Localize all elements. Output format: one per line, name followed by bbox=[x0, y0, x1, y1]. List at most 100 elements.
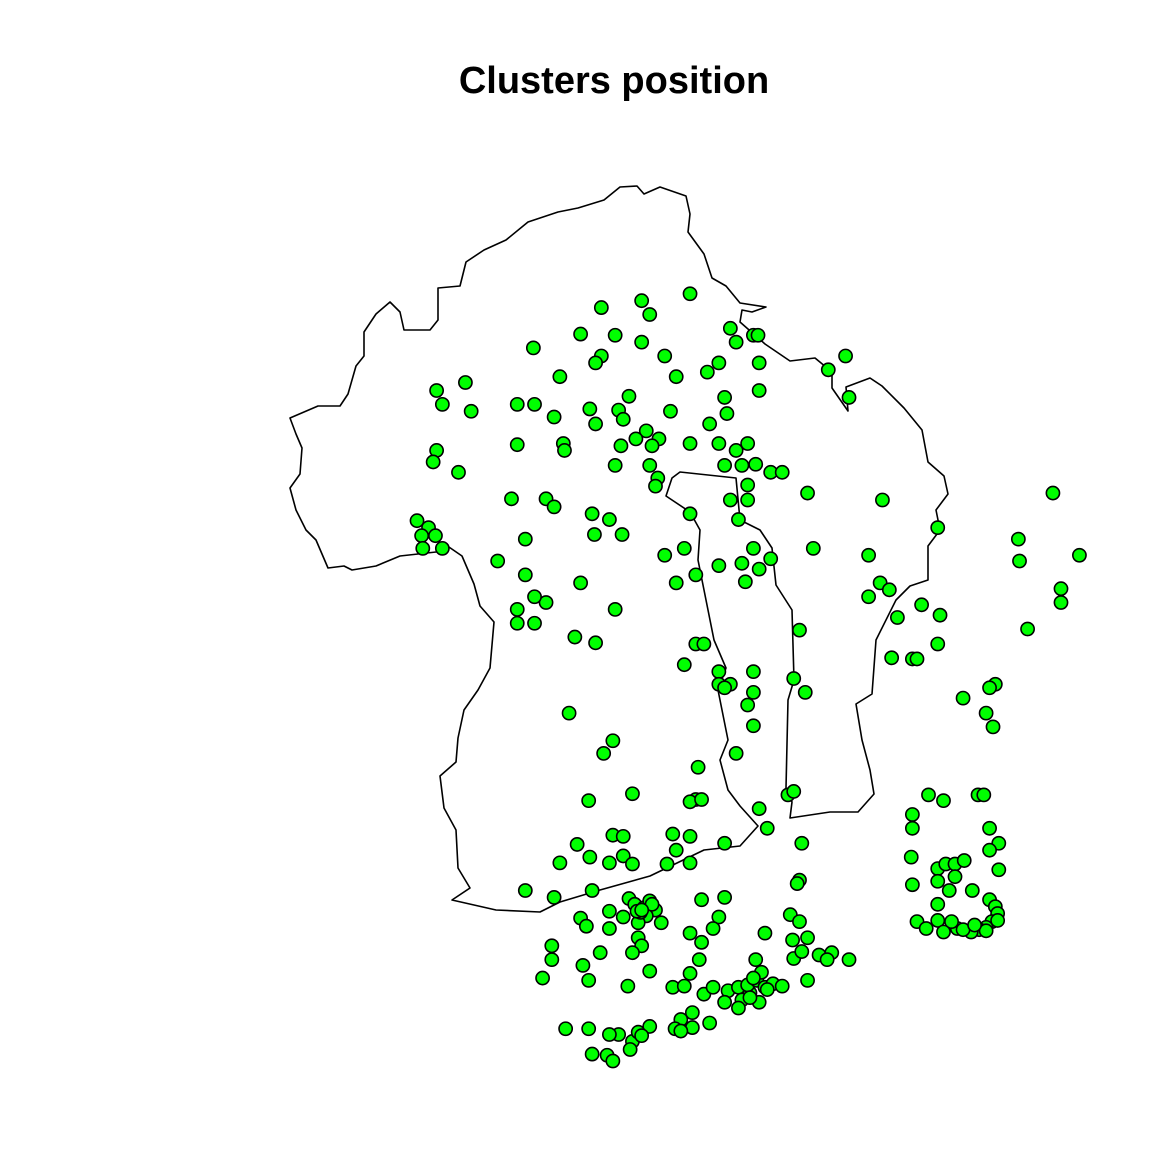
cluster-point bbox=[930, 873, 946, 889]
cluster-point bbox=[544, 952, 560, 968]
cluster-point bbox=[668, 369, 684, 385]
cluster-point bbox=[573, 326, 589, 342]
cluster-point bbox=[955, 690, 971, 706]
cluster-point bbox=[690, 759, 706, 775]
cluster-point bbox=[659, 856, 675, 872]
cluster-point bbox=[644, 438, 660, 454]
cluster-point bbox=[786, 784, 802, 799]
cluster-point bbox=[841, 390, 857, 405]
cluster-point bbox=[634, 293, 650, 309]
cluster-point bbox=[759, 982, 775, 997]
cluster-point bbox=[800, 972, 815, 988]
cluster-point bbox=[673, 1023, 689, 1039]
cluster-point bbox=[1010, 531, 1026, 547]
cluster-point bbox=[415, 540, 431, 556]
cluster-point bbox=[722, 320, 738, 336]
cluster-point bbox=[838, 348, 853, 364]
cluster-point bbox=[607, 458, 623, 473]
cluster-point bbox=[463, 403, 479, 419]
cluster-point bbox=[607, 602, 623, 617]
cluster-point bbox=[694, 892, 709, 908]
cluster-point bbox=[737, 574, 753, 590]
cluster-point bbox=[1053, 581, 1069, 597]
cluster-point bbox=[552, 855, 568, 871]
cluster-point bbox=[763, 551, 779, 567]
cluster-point bbox=[930, 636, 946, 652]
cluster-point bbox=[587, 527, 602, 542]
cluster-point bbox=[967, 917, 982, 933]
cluster-point bbox=[691, 952, 707, 968]
cluster-point bbox=[451, 464, 466, 480]
cluster-point bbox=[676, 978, 692, 994]
cluster-point bbox=[425, 454, 441, 470]
cluster-point bbox=[881, 582, 897, 598]
cluster-point bbox=[936, 924, 951, 940]
cluster-point bbox=[702, 416, 718, 432]
cluster-point bbox=[414, 528, 430, 544]
cluster-point bbox=[490, 553, 506, 569]
cluster-point bbox=[904, 820, 920, 836]
cluster-point bbox=[746, 684, 761, 700]
cluster-point bbox=[694, 792, 709, 807]
cluster-point bbox=[546, 499, 562, 515]
cluster-point bbox=[458, 375, 473, 390]
cluster-point bbox=[428, 528, 443, 544]
cluster-point bbox=[573, 575, 589, 591]
cluster-point bbox=[602, 921, 617, 936]
cluster-point bbox=[751, 355, 767, 371]
cluster-point bbox=[581, 1021, 597, 1037]
cluster-point bbox=[638, 423, 654, 439]
cluster-point bbox=[582, 401, 598, 417]
cluster-point bbox=[904, 877, 920, 893]
cluster-point bbox=[711, 909, 727, 925]
cluster-point bbox=[581, 793, 597, 809]
cluster-point bbox=[588, 416, 603, 432]
cluster-point bbox=[982, 820, 997, 836]
cluster-point bbox=[982, 842, 997, 858]
cluster-point bbox=[684, 1005, 700, 1021]
cluster-point bbox=[602, 1027, 617, 1042]
cluster-point bbox=[921, 787, 936, 803]
cluster-point bbox=[774, 978, 790, 994]
cluster-point bbox=[676, 657, 692, 673]
cluster-point bbox=[525, 340, 541, 356]
cluster-point bbox=[584, 883, 600, 898]
cluster-point bbox=[890, 610, 905, 625]
cluster-point bbox=[982, 680, 997, 696]
cluster-point bbox=[665, 826, 681, 842]
cluster-point bbox=[602, 855, 617, 871]
cluster-point bbox=[819, 952, 835, 968]
cluster-point bbox=[663, 403, 678, 419]
cluster-point bbox=[588, 355, 603, 371]
cluster-point bbox=[841, 952, 857, 968]
cluster-point bbox=[699, 364, 715, 380]
cluster-point bbox=[956, 853, 972, 868]
cluster-point bbox=[546, 409, 562, 425]
cluster-point bbox=[517, 567, 533, 583]
cluster-point bbox=[964, 883, 980, 898]
cluster-point bbox=[615, 848, 631, 864]
cluster-point bbox=[774, 464, 790, 480]
cluster-point bbox=[605, 1053, 621, 1069]
cluster-point bbox=[740, 492, 756, 508]
cluster-point bbox=[625, 856, 640, 872]
cluster-point bbox=[552, 369, 568, 385]
cluster-point bbox=[602, 512, 617, 527]
cluster-point bbox=[682, 506, 698, 522]
cluster-point bbox=[914, 597, 929, 613]
cluster-point bbox=[592, 945, 608, 961]
cluster-point bbox=[717, 994, 733, 1010]
cluster-point bbox=[985, 719, 1001, 735]
cluster-point bbox=[976, 787, 992, 803]
cluster-point bbox=[1072, 547, 1087, 563]
cluster-point bbox=[1012, 553, 1027, 569]
cluster-point bbox=[593, 300, 609, 315]
cluster-point bbox=[746, 540, 761, 556]
cluster-point bbox=[653, 915, 669, 931]
cluster-point bbox=[717, 835, 733, 851]
cluster-point bbox=[820, 362, 836, 378]
cluster-point bbox=[634, 902, 650, 918]
cluster-point bbox=[717, 458, 733, 473]
cluster-point bbox=[527, 589, 542, 605]
cluster-point bbox=[918, 921, 934, 936]
